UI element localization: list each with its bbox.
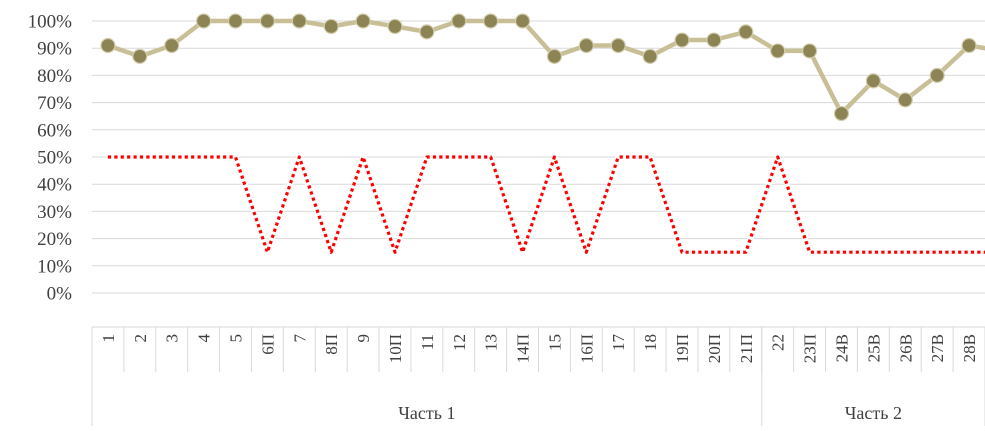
- x-tick-label: 23П: [801, 334, 820, 363]
- series-line: [107, 18, 985, 116]
- data-point: [578, 37, 594, 54]
- y-tick-label: 30%: [37, 202, 72, 223]
- group-label: Часть 1: [398, 403, 455, 423]
- x-tick-label: 11: [418, 334, 437, 350]
- x-tick-label: 25В: [864, 334, 883, 362]
- data-point: [483, 13, 499, 29]
- data-point: [419, 24, 435, 40]
- x-tick-label: 27В: [928, 334, 947, 362]
- data-point: [738, 24, 754, 40]
- x-tick-label: 2: [131, 334, 150, 343]
- x-tick-label: 26В: [896, 334, 915, 362]
- x-tick-label: 12: [450, 334, 469, 351]
- x-tick-label: 18: [641, 334, 660, 351]
- y-tick-label: 40%: [37, 175, 72, 196]
- y-tick-label: 50%: [37, 148, 72, 169]
- y-tick-label: 20%: [37, 229, 72, 250]
- data-point: [706, 32, 722, 48]
- x-tick-label: 22: [769, 334, 788, 351]
- data-point: [227, 13, 244, 29]
- data-point: [291, 13, 307, 29]
- y-tick-label: 0%: [47, 284, 73, 305]
- data-point: [546, 48, 563, 64]
- data-point: [897, 92, 913, 108]
- x-tick-label: 28В: [960, 334, 979, 362]
- x-tick-label: 14П: [514, 334, 533, 363]
- data-point: [770, 43, 786, 59]
- data-point: [642, 48, 658, 64]
- x-tick-label: 15: [545, 334, 564, 351]
- series-1: [100, 13, 985, 122]
- data-point: [865, 73, 881, 89]
- y-tick-label: 90%: [37, 39, 72, 60]
- x-tick-label: 9: [354, 334, 373, 343]
- series-line: [107, 155, 985, 254]
- x-tick-label: 10П: [386, 334, 405, 363]
- data-point: [610, 37, 626, 54]
- x-tick-label: 17: [609, 334, 628, 352]
- x-tick-label: 21П: [737, 334, 756, 363]
- data-point: [801, 43, 818, 59]
- y-tick-label: 60%: [37, 120, 72, 141]
- x-tick-label: 19П: [673, 334, 692, 363]
- x-tick-label: 1: [99, 334, 118, 343]
- data-point: [929, 67, 945, 84]
- y-tick-label: 80%: [37, 66, 72, 87]
- x-axis: 1 2 3 4 5 6П 7 8П 9 10П 11 12 13 14П 15 16П 17 18 19П 20П 21…: [91, 326, 985, 426]
- data-point: [387, 18, 403, 35]
- x-tick-label: 7: [290, 334, 309, 343]
- data-point: [323, 18, 339, 35]
- x-tick-label: 5: [227, 334, 246, 343]
- data-point: [961, 37, 977, 54]
- x-tick-label: 8П: [322, 334, 341, 355]
- x-tick-label: 6П: [258, 334, 277, 355]
- data-point: [451, 13, 467, 29]
- data-point: [100, 37, 116, 54]
- y-tick-label: 10%: [37, 256, 72, 277]
- x-tick-label: 3: [163, 334, 182, 343]
- x-tick-label: 16П: [577, 334, 596, 363]
- data-point: [355, 13, 371, 29]
- data-point: [514, 13, 531, 29]
- x-tick-label: 13: [482, 334, 501, 351]
- x-tick-label: 20П: [705, 334, 724, 363]
- data-point: [164, 37, 180, 54]
- data-point: [196, 13, 212, 29]
- x-tick-label: 24В: [832, 334, 851, 362]
- y-axis-tick-labels: 0% 10% 20% 30% 40% 50% 60% 70% 80% 90% 100%: [28, 12, 73, 305]
- data-point: [132, 48, 148, 64]
- data-point: [833, 105, 850, 122]
- series-2: [107, 154, 985, 256]
- data-point: [674, 32, 690, 48]
- series-layer: [100, 13, 985, 256]
- data-point: [259, 13, 276, 29]
- y-tick-label: 100%: [28, 12, 73, 33]
- group-label: Часть 2: [845, 403, 902, 423]
- x-tick-label: 4: [195, 334, 214, 343]
- y-tick-label: 70%: [37, 93, 72, 114]
